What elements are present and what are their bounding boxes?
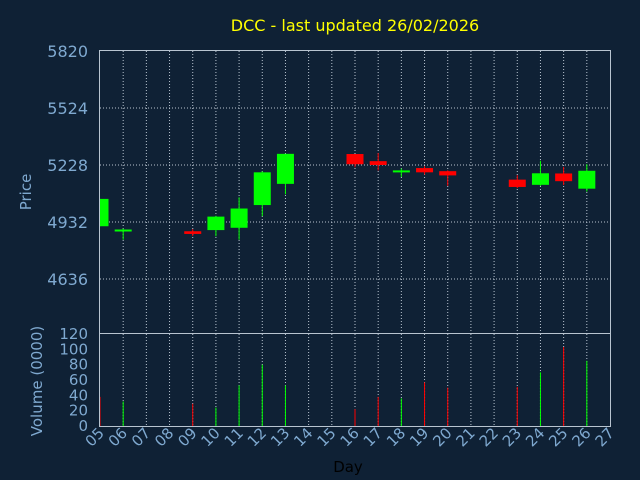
candle-body xyxy=(207,216,225,231)
candle-body xyxy=(555,173,573,182)
candle-body xyxy=(346,154,364,165)
candle-body xyxy=(392,170,410,173)
price-y-ticks: 5820 5524 5228 4932 4636 xyxy=(47,42,88,289)
candle-body xyxy=(508,179,526,187)
volume-tick-label: 20 xyxy=(69,402,88,420)
candle-body xyxy=(578,170,596,189)
day-x-ticks: 0506070809101112131415161718192021222324… xyxy=(82,424,618,450)
candle xyxy=(392,168,410,177)
price-candles xyxy=(99,153,596,240)
volume-bars xyxy=(99,347,588,426)
day-axis-label: Day xyxy=(333,458,363,476)
volume-tick-label: 120 xyxy=(59,325,88,343)
candle-body xyxy=(100,198,109,227)
price-tick-label: 4932 xyxy=(47,213,88,232)
candle-body xyxy=(531,173,549,185)
price-tick-label: 5524 xyxy=(47,99,88,118)
day-tick-label: 27 xyxy=(592,424,618,450)
candle xyxy=(207,215,225,237)
volume-tick-label: 100 xyxy=(59,340,88,358)
candle xyxy=(346,154,364,168)
volume-tick-label: 40 xyxy=(69,386,88,404)
price-grid xyxy=(100,51,610,334)
candle-body xyxy=(416,168,434,173)
candle xyxy=(439,170,457,186)
candle-body xyxy=(114,229,132,232)
chart-title: DCC - last updated 26/02/2026 xyxy=(231,16,479,35)
price-tick-label: 5228 xyxy=(47,156,88,175)
candle xyxy=(99,198,109,227)
candle-body xyxy=(439,171,457,176)
candle xyxy=(416,166,434,175)
candle xyxy=(555,166,573,186)
volume-panel-frame xyxy=(99,333,611,427)
candle xyxy=(578,164,596,192)
candle xyxy=(276,153,294,195)
price-tick-label: 5820 xyxy=(47,42,88,61)
candle-body xyxy=(230,208,248,228)
candle xyxy=(369,153,387,171)
candle xyxy=(184,229,202,236)
candle-body xyxy=(276,153,294,184)
candle xyxy=(253,171,271,217)
candle-body xyxy=(253,172,271,206)
candle xyxy=(230,197,248,240)
volume-tick-label: 80 xyxy=(69,356,88,374)
candle xyxy=(508,175,526,189)
volume-tick-label: 60 xyxy=(69,371,88,389)
volume-tick-label: 0 xyxy=(78,417,88,435)
candle xyxy=(531,160,549,186)
price-tick-label: 4636 xyxy=(47,270,88,289)
price-axis-label: Price xyxy=(17,174,35,211)
candle xyxy=(114,228,132,240)
candle-body xyxy=(369,161,387,165)
candle-body xyxy=(184,231,202,234)
volume-axis-label: Volume (0000) xyxy=(28,326,46,436)
